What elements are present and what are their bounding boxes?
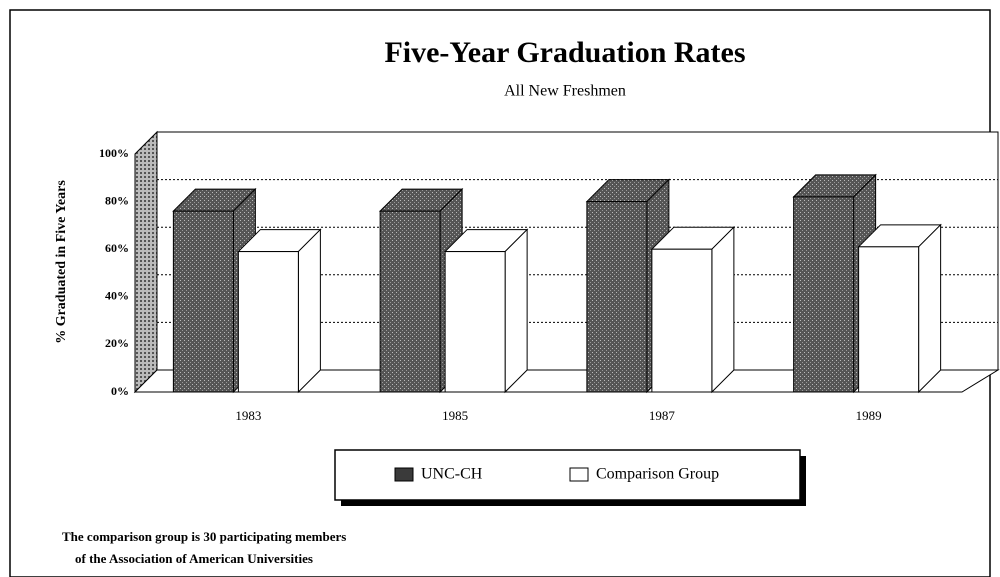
y-tick-label: 40% bbox=[105, 289, 129, 303]
chart-subtitle: All New Freshmen bbox=[504, 83, 626, 100]
bar-front bbox=[858, 246, 920, 393]
x-tick-label: 1987 bbox=[649, 408, 676, 423]
bar bbox=[650, 225, 736, 394]
bar-front bbox=[237, 251, 299, 393]
side-wall bbox=[134, 130, 158, 394]
x-tick-label: 1989 bbox=[856, 408, 882, 423]
bar bbox=[237, 228, 322, 394]
footnote: The comparison group is 30 participating… bbox=[62, 529, 346, 544]
y-tick-label: 80% bbox=[105, 193, 129, 207]
bar-front bbox=[586, 201, 648, 393]
footnote: of the Association of American Universit… bbox=[75, 551, 313, 566]
legend-label: UNC-CH bbox=[421, 466, 483, 483]
chart-title: Five-Year Graduation Rates bbox=[384, 36, 745, 69]
bar-front bbox=[379, 210, 441, 393]
bar-front bbox=[172, 210, 234, 393]
plot-area bbox=[133, 130, 1000, 394]
bar-side bbox=[504, 228, 528, 394]
bar bbox=[443, 228, 529, 394]
bar-front bbox=[793, 196, 855, 393]
bar-front bbox=[651, 248, 713, 393]
legend-label: Comparison Group bbox=[596, 466, 719, 483]
legend-swatch bbox=[569, 467, 589, 482]
bar-side bbox=[918, 223, 942, 394]
y-tick-label: 20% bbox=[105, 336, 129, 350]
bar-front bbox=[444, 251, 506, 393]
y-axis-label: % Graduated in Five Years bbox=[54, 180, 69, 344]
legend-swatch bbox=[394, 467, 414, 482]
bar bbox=[857, 223, 942, 394]
y-tick-label: 100% bbox=[99, 146, 129, 160]
bar-side bbox=[297, 228, 321, 394]
y-tick-label: 60% bbox=[105, 241, 129, 255]
y-tick-label: 0% bbox=[111, 384, 129, 398]
bar-side bbox=[711, 225, 735, 394]
x-tick-label: 1985 bbox=[442, 408, 468, 423]
x-tick-label: 1983 bbox=[235, 408, 261, 423]
legend: UNC-CH Comparison Group bbox=[334, 449, 806, 506]
